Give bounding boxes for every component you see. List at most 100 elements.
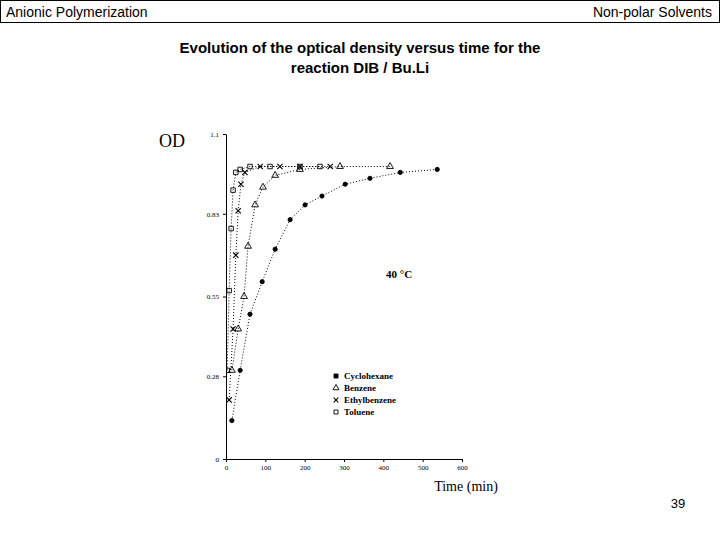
title-line: reaction DIB / Bu.Li bbox=[291, 59, 429, 76]
legend-marker bbox=[333, 384, 339, 389]
data-point bbox=[252, 201, 259, 207]
y-tick-mark bbox=[223, 214, 226, 215]
y-tick-label: 0.28 bbox=[207, 373, 220, 381]
y-tick-mark bbox=[223, 297, 226, 298]
data-point bbox=[245, 242, 252, 248]
y-tick-mark bbox=[223, 376, 226, 377]
data-point bbox=[231, 188, 235, 192]
data-point bbox=[273, 247, 277, 251]
data-point bbox=[387, 163, 394, 169]
legend-marker bbox=[334, 398, 339, 403]
data-point bbox=[260, 280, 264, 284]
x-tick-label: 100 bbox=[261, 464, 272, 472]
y-tick: 1.1 bbox=[210, 131, 226, 139]
legend: Cyclohexane Benzene Ethylbenzene Toluene bbox=[333, 371, 396, 417]
data-point bbox=[238, 368, 242, 372]
y-tick-label: 0.83 bbox=[207, 211, 220, 219]
y-axis: 0 0.28 0.55 0.83 1.1 bbox=[207, 131, 227, 464]
x-tick: 300 bbox=[339, 459, 350, 472]
data-point bbox=[238, 182, 243, 187]
data-point bbox=[343, 182, 347, 186]
data-point bbox=[238, 167, 242, 171]
legend-marker bbox=[334, 374, 338, 378]
data-point bbox=[435, 167, 439, 171]
data-point bbox=[241, 293, 248, 299]
data-point bbox=[318, 164, 322, 168]
data-point bbox=[226, 368, 229, 372]
header-right: Non-polar Solvents bbox=[593, 4, 712, 20]
data-point bbox=[242, 170, 247, 175]
series-line bbox=[229, 167, 330, 400]
data-point bbox=[226, 397, 231, 402]
y-axis-line bbox=[226, 135, 227, 460]
x-tick-mark bbox=[265, 459, 266, 462]
x-tick-label: 400 bbox=[379, 464, 390, 472]
x-tick: 200 bbox=[300, 459, 311, 472]
page-number: 39 bbox=[671, 496, 685, 511]
y-tick: 0.28 bbox=[207, 373, 226, 381]
x-tick-mark bbox=[344, 459, 345, 462]
y-tick-mark bbox=[223, 134, 226, 135]
data-point bbox=[398, 170, 402, 174]
x-tick-mark bbox=[305, 459, 306, 462]
data-point bbox=[320, 194, 324, 198]
x-tick-label: 600 bbox=[457, 464, 468, 472]
data-point bbox=[303, 203, 307, 207]
data-point bbox=[234, 170, 238, 174]
x-tick-label: 200 bbox=[300, 464, 311, 472]
y-tick-label: 1.1 bbox=[210, 131, 219, 139]
y-axis-title: OD bbox=[159, 131, 185, 151]
data-point bbox=[236, 208, 241, 213]
y-tick: 0 bbox=[216, 456, 227, 464]
data-point bbox=[227, 288, 231, 292]
x-tick: 0 bbox=[225, 459, 229, 472]
x-axis-title: Time (min) bbox=[434, 479, 498, 495]
y-tick: 0.55 bbox=[207, 293, 226, 301]
x-tick-label: 0 bbox=[225, 464, 229, 472]
legend-label: Ethylbenzene bbox=[344, 395, 396, 405]
data-point bbox=[248, 312, 252, 316]
y-tick: 0.83 bbox=[207, 211, 226, 219]
data-point bbox=[288, 218, 292, 222]
data-point bbox=[268, 164, 272, 168]
x-tick-label: 500 bbox=[418, 464, 429, 472]
chart-title: Evolution of the optical density versus … bbox=[180, 39, 541, 76]
data-point bbox=[229, 226, 233, 230]
data-point bbox=[235, 325, 242, 331]
data-point bbox=[368, 176, 372, 180]
title-line: Evolution of the optical density versus … bbox=[180, 39, 541, 56]
series-line bbox=[232, 167, 390, 371]
y-tick-label: 0 bbox=[216, 456, 220, 464]
legend-label: Benzene bbox=[344, 383, 376, 393]
plot-data bbox=[226, 163, 439, 423]
slide: Anionic Polymerization Non-polar Solvents… bbox=[0, 0, 720, 540]
series-line bbox=[227, 167, 320, 371]
y-tick-mark bbox=[223, 459, 226, 460]
x-tick: 500 bbox=[418, 459, 429, 472]
legend-marker bbox=[334, 410, 338, 414]
header-left: Anionic Polymerization bbox=[6, 4, 148, 20]
x-tick-label: 300 bbox=[339, 464, 350, 472]
data-point bbox=[297, 164, 302, 169]
legend-label: Toluene bbox=[344, 407, 374, 417]
data-point bbox=[337, 163, 344, 169]
data-point bbox=[230, 326, 235, 331]
x-tick: 600 bbox=[457, 459, 468, 472]
header-box bbox=[1, 1, 720, 23]
data-point bbox=[248, 164, 252, 168]
data-point bbox=[328, 164, 333, 169]
data-point bbox=[233, 252, 238, 257]
x-tick: 100 bbox=[261, 459, 272, 472]
x-axis: 0 100 200 300 400 500 600 bbox=[225, 459, 469, 472]
x-tick: 400 bbox=[379, 459, 390, 472]
data-point bbox=[260, 183, 267, 189]
legend-label: Cyclohexane bbox=[344, 371, 393, 381]
data-point bbox=[272, 171, 279, 177]
x-tick-mark bbox=[423, 459, 424, 462]
x-tick-mark bbox=[383, 459, 384, 462]
annotation: 40 °C bbox=[386, 268, 412, 280]
data-point bbox=[230, 418, 234, 422]
series-line bbox=[232, 169, 437, 420]
data-point bbox=[298, 164, 302, 168]
x-tick-mark bbox=[462, 459, 463, 462]
